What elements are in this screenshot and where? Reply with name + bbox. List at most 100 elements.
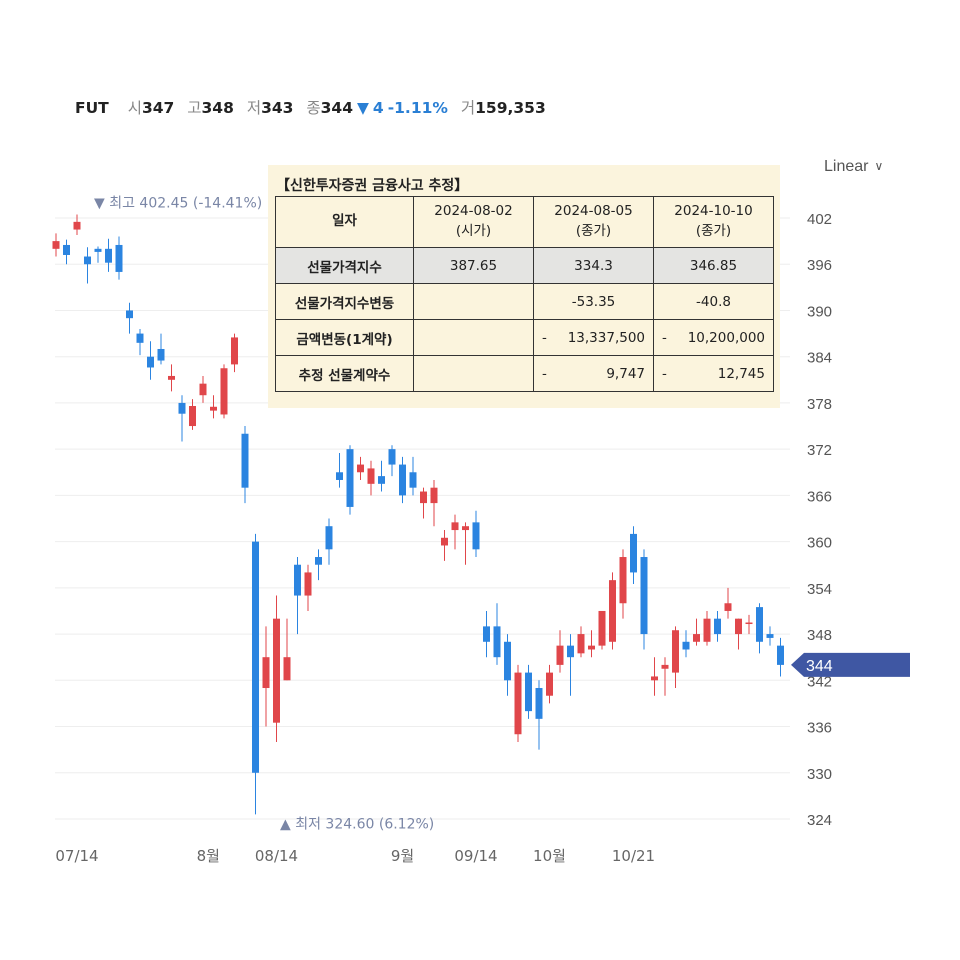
candle xyxy=(231,333,238,373)
candle-body xyxy=(556,645,564,665)
candle-body xyxy=(399,464,406,496)
x-axis: 07/14 8월 08/14 9월 09/14 10월 10/21 xyxy=(55,847,655,865)
candle xyxy=(157,333,165,365)
candle-body xyxy=(462,526,469,531)
candle xyxy=(420,487,427,519)
candle xyxy=(336,453,343,488)
candle-body xyxy=(714,618,721,635)
candle xyxy=(430,479,438,527)
header-note: (시가) xyxy=(455,223,492,239)
info-box-title: 【신한투자증권 금융사고 추정】 xyxy=(276,178,469,194)
candle-body xyxy=(178,402,186,414)
x-tick-label: 08/14 xyxy=(255,847,298,865)
cell-value: 13,337,500 xyxy=(567,329,645,346)
table-cell: - 9,747 xyxy=(533,355,654,392)
candle xyxy=(378,460,385,492)
y-tick-label: 378 xyxy=(807,396,832,413)
header-date: 2024-08-05 xyxy=(554,203,633,220)
candle-body xyxy=(504,641,511,681)
current-price-badge xyxy=(791,652,910,677)
dash-mark: - xyxy=(542,365,547,382)
candle xyxy=(598,610,606,650)
y-tick-label: 396 xyxy=(807,257,832,274)
candle xyxy=(703,610,711,646)
candle xyxy=(220,364,228,419)
candle xyxy=(115,236,123,280)
candle-body xyxy=(756,607,763,642)
candle-body xyxy=(189,406,196,427)
candle-body xyxy=(651,676,658,681)
candle-body xyxy=(231,337,238,365)
candle-body xyxy=(252,541,259,773)
candle-body xyxy=(262,657,270,689)
volume-label: 거 xyxy=(460,99,476,117)
candle-body xyxy=(724,603,732,611)
candle-body xyxy=(84,256,91,265)
y-tick-label: 366 xyxy=(807,488,832,505)
candle-body xyxy=(472,522,480,550)
candle-body xyxy=(315,557,322,565)
row-label: 추정 선물계약수 xyxy=(275,355,414,392)
table-cell: -40.8 xyxy=(653,283,774,320)
table-cell: - 10,200,000 xyxy=(653,319,774,356)
high-marker: ▼ 최고 402.45 (-14.41%) xyxy=(94,196,262,212)
candle xyxy=(241,426,249,504)
candle xyxy=(84,247,91,284)
table-row: 추정 선물계약수 -9,747 -12,745 xyxy=(275,355,774,392)
candle-body xyxy=(283,657,291,681)
candle xyxy=(178,395,186,442)
candle xyxy=(52,233,60,257)
row-label: 선물가격지수 xyxy=(275,247,414,284)
table-cell: - 13,337,500 xyxy=(533,319,654,356)
candle xyxy=(724,587,732,619)
table-cell: 334.3 xyxy=(533,247,654,284)
header-date: 2024-08-02 xyxy=(434,203,513,220)
low-marker: ▲ 최저 324.60 (6.12%) xyxy=(280,816,434,832)
cell-value: 9,747 xyxy=(606,365,645,382)
header-row-label: 일자 xyxy=(275,196,414,248)
candle xyxy=(493,603,501,665)
candle-body xyxy=(483,626,490,642)
close-value: 344 xyxy=(320,99,353,117)
y-tick-label: 330 xyxy=(807,766,832,783)
candle-body xyxy=(346,449,354,507)
candle xyxy=(462,522,469,565)
dash-mark: - xyxy=(662,329,667,346)
candle-body xyxy=(766,634,774,638)
candle-body xyxy=(168,375,175,380)
y-tick-label: 336 xyxy=(807,720,832,737)
change-percent: -1.11% xyxy=(387,99,448,117)
candle-body xyxy=(514,672,522,735)
y-tick-label: 348 xyxy=(807,627,832,644)
candle xyxy=(546,664,553,704)
candle-body xyxy=(273,618,280,723)
low-value: 343 xyxy=(261,99,294,117)
header-note: (종가) xyxy=(575,223,612,239)
cell-value: 10,200,000 xyxy=(687,329,765,346)
candle xyxy=(535,680,543,750)
candle xyxy=(210,395,217,419)
candle xyxy=(588,630,595,658)
candle-body xyxy=(325,526,333,550)
candle-body xyxy=(598,610,606,646)
table-row: 선물가격지수변동 -53.35 -40.8 xyxy=(275,283,774,320)
x-tick-label: 10/21 xyxy=(612,847,655,865)
candle-body xyxy=(546,672,553,696)
candle-body xyxy=(336,472,343,480)
candle-body xyxy=(420,491,427,504)
candle xyxy=(199,375,207,403)
candle xyxy=(567,634,574,696)
x-tick-label: 09/14 xyxy=(454,847,497,865)
candle xyxy=(346,445,354,515)
candle xyxy=(315,549,322,581)
candle-body xyxy=(535,688,543,719)
candle-body xyxy=(115,244,123,272)
candle-body xyxy=(430,487,438,504)
candle xyxy=(693,618,700,646)
low-label: 저 xyxy=(246,99,262,117)
candle xyxy=(483,610,490,658)
candle xyxy=(252,533,259,815)
candle xyxy=(105,238,112,272)
scale-selector[interactable]: Linear ∨ xyxy=(824,158,883,176)
